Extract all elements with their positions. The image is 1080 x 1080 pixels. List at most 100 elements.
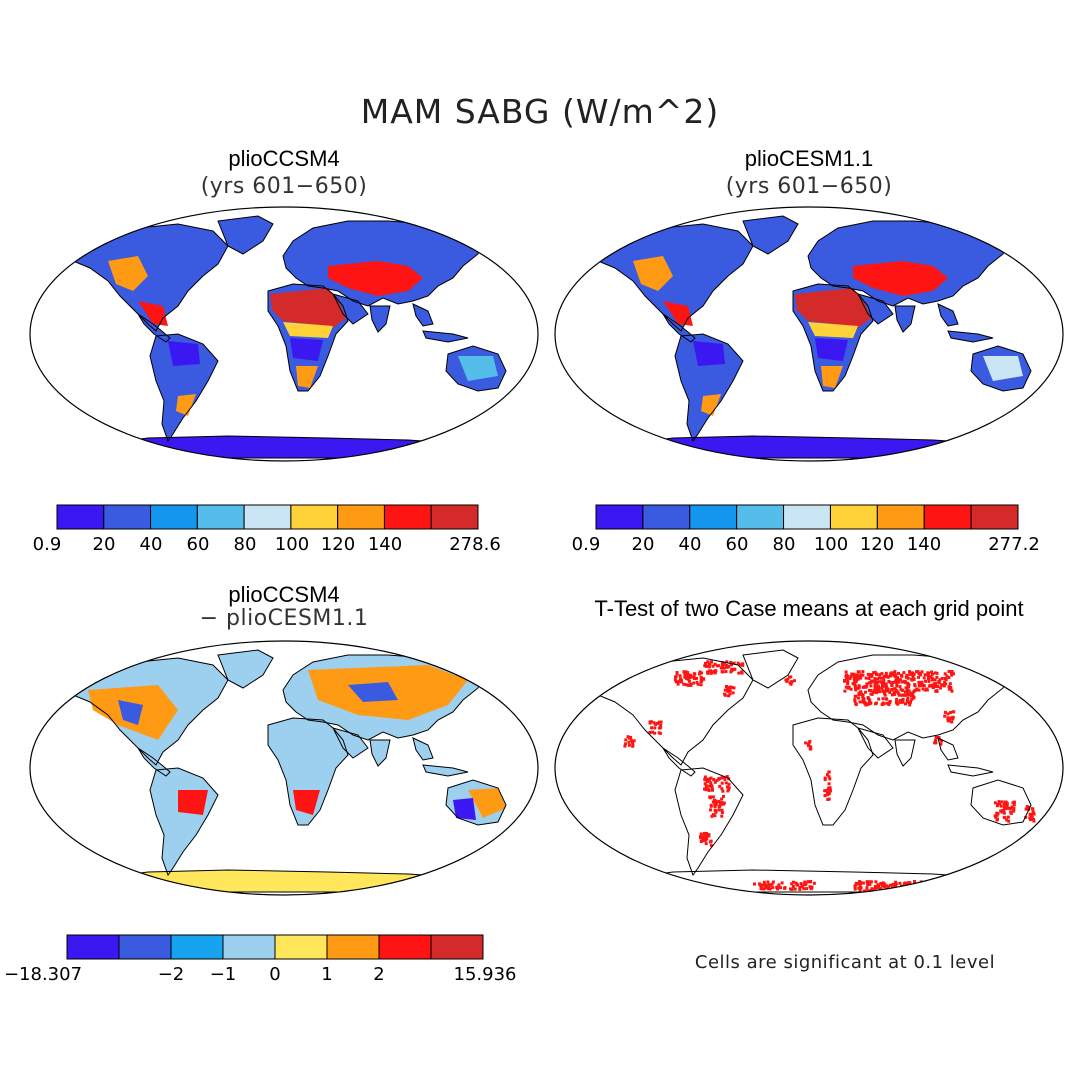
significant-cell (721, 661, 724, 665)
significant-cell (930, 885, 934, 889)
significant-cell (930, 683, 934, 687)
significant-cell (892, 693, 895, 697)
significant-cell (930, 883, 933, 887)
panel1-subtitle: (yrs 601−650) (200, 174, 368, 199)
significant-cell (843, 679, 846, 682)
significant-cell (910, 678, 914, 682)
significant-cell (951, 715, 955, 719)
significant-cell (624, 738, 628, 742)
significant-cell (713, 669, 717, 673)
colorbar-panel2 (595, 504, 1019, 530)
significant-cell (861, 685, 865, 689)
colorbar-tick-label: 100 (813, 534, 849, 555)
significant-cell (780, 881, 784, 885)
significant-cell (1012, 806, 1016, 810)
significant-cell (704, 664, 708, 668)
significant-cell (708, 669, 711, 673)
colorbar-swatch (595, 504, 644, 530)
significant-cell (993, 801, 997, 805)
significant-cell (1002, 810, 1005, 814)
significant-cell (678, 674, 682, 678)
significant-cell (937, 680, 941, 684)
colorbar-swatch (689, 504, 738, 530)
significant-cell (825, 773, 829, 777)
significant-cell (849, 687, 853, 691)
significant-cell (1031, 810, 1035, 814)
significant-cell (943, 710, 947, 714)
significant-cell (855, 673, 859, 677)
significant-cell (767, 883, 771, 887)
colorbar-swatch (150, 504, 198, 530)
significant-cell (807, 741, 811, 745)
significant-cell (766, 880, 770, 884)
colorbar-tick-label: 2 (373, 964, 385, 985)
significant-cell (624, 742, 627, 746)
significant-cell (951, 710, 955, 714)
significant-cell (942, 684, 946, 688)
significant-cell (845, 676, 849, 680)
significant-cell (904, 675, 908, 679)
colorbar-swatch (170, 934, 224, 960)
significant-cell (935, 675, 939, 679)
significant-cell (947, 883, 951, 887)
significant-cell (850, 672, 854, 676)
significant-cell (827, 770, 831, 774)
significant-cell (802, 883, 806, 887)
panel3-subtitle: − plioCESM1.1 (199, 606, 369, 631)
colorbar-tick-label: 80 (233, 534, 257, 555)
significant-cell (933, 887, 937, 891)
significant-cell (702, 835, 706, 839)
significant-cell (884, 697, 888, 701)
significant-cell (927, 677, 930, 680)
significant-cell (935, 887, 939, 890)
significant-cell (876, 684, 880, 688)
significant-cell (790, 680, 794, 684)
significant-cell (946, 712, 950, 716)
significant-cell (732, 686, 736, 690)
significant-cell (771, 880, 775, 884)
significant-cell (795, 883, 799, 886)
significant-cell (789, 887, 793, 891)
significant-cell (896, 678, 900, 682)
panel2-map (554, 206, 1064, 462)
significant-cell (886, 675, 890, 679)
significant-cell (785, 679, 789, 683)
significant-cell (685, 673, 689, 677)
significant-cell (884, 682, 888, 686)
significant-cell (907, 881, 911, 885)
significant-cell (711, 788, 714, 792)
significant-cell (854, 702, 858, 705)
significant-cell (704, 786, 708, 790)
significant-cell (920, 883, 924, 887)
significant-cell (656, 722, 659, 725)
panel2-title: plioCESM1.1 (744, 146, 874, 171)
significant-cell (853, 886, 857, 889)
significant-cell (731, 691, 735, 695)
significant-cell (828, 786, 832, 790)
significant-cell (1007, 819, 1011, 823)
significant-cell (725, 660, 729, 664)
significant-cell (721, 802, 725, 806)
significant-cell (889, 883, 892, 887)
colorbar-panel1 (56, 504, 479, 530)
significant-cell (627, 740, 631, 744)
significant-cell (949, 670, 953, 674)
significant-cell (762, 887, 766, 891)
significant-cell (923, 888, 927, 892)
significant-cell (649, 720, 653, 724)
colorbar-tick-label: 1 (321, 964, 333, 985)
significant-cell (883, 691, 886, 695)
significant-cell (898, 881, 902, 885)
significant-cell (888, 691, 892, 694)
significant-cell (711, 800, 715, 804)
significant-cell (680, 680, 683, 684)
significant-cell (827, 782, 831, 786)
panel1-title: plioCCSM4 (228, 146, 340, 171)
significant-cell (721, 665, 724, 669)
significant-cell (703, 787, 706, 791)
significant-cell (789, 675, 793, 679)
significant-cell (934, 682, 938, 685)
significant-cell (648, 731, 652, 734)
colorbar-swatch (783, 504, 831, 530)
significant-cell (859, 886, 863, 890)
